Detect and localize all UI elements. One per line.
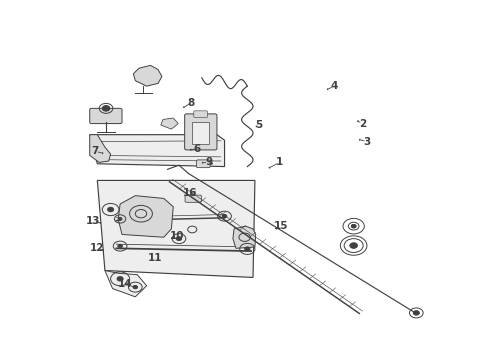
Text: 6: 6 [194,144,201,153]
Text: 13: 13 [86,216,101,226]
Text: 12: 12 [90,243,104,253]
Circle shape [222,215,227,218]
Circle shape [117,276,123,281]
Text: 9: 9 [205,157,212,167]
Polygon shape [133,66,162,86]
Circle shape [245,247,250,251]
Polygon shape [90,135,111,162]
Polygon shape [105,270,147,297]
Circle shape [118,244,122,248]
Text: 7: 7 [92,146,99,156]
Text: 1: 1 [276,157,283,167]
FancyBboxPatch shape [185,114,217,150]
Polygon shape [161,118,178,129]
Text: 4: 4 [330,81,338,91]
Circle shape [176,237,182,240]
FancyBboxPatch shape [90,108,122,123]
FancyBboxPatch shape [192,122,209,144]
Polygon shape [90,135,224,167]
Text: 8: 8 [188,98,195,108]
Circle shape [413,311,419,315]
Polygon shape [233,226,256,248]
Text: 16: 16 [182,188,197,198]
Text: 14: 14 [118,279,132,289]
Circle shape [108,207,114,212]
Text: 5: 5 [255,120,262,130]
Circle shape [133,285,138,289]
Polygon shape [98,180,255,278]
Text: 2: 2 [359,118,366,129]
Circle shape [351,225,356,228]
Circle shape [350,243,358,248]
Text: 15: 15 [273,221,288,231]
Polygon shape [118,195,173,237]
Text: 11: 11 [148,253,163,263]
Text: 10: 10 [170,231,184,241]
Text: 3: 3 [363,136,370,147]
FancyBboxPatch shape [196,160,210,168]
Circle shape [102,105,110,111]
FancyBboxPatch shape [194,111,207,117]
Circle shape [118,217,122,220]
FancyBboxPatch shape [185,195,201,202]
